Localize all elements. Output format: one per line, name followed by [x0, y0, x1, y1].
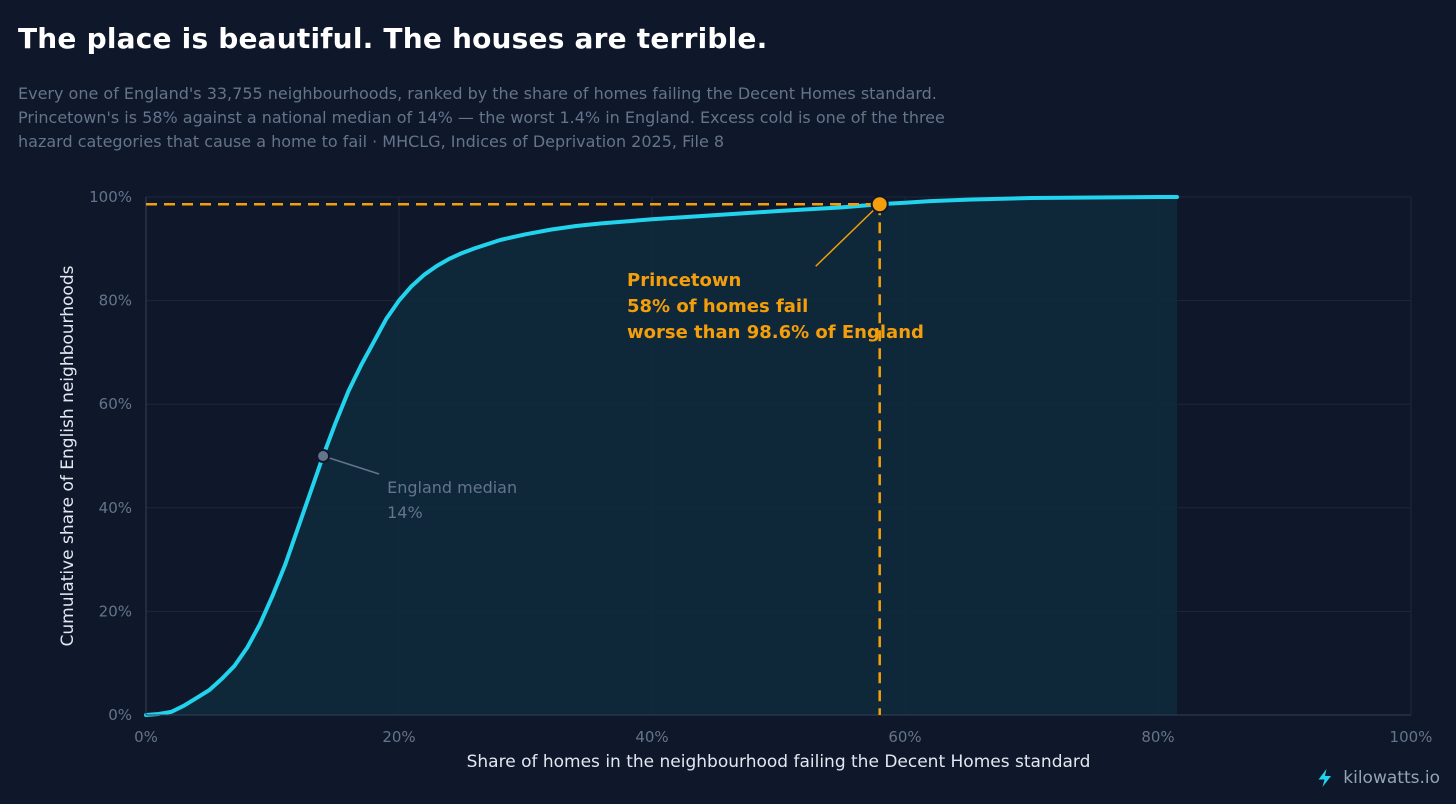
chart-subtitle: Every one of England's 33,755 neighbourh…: [18, 84, 945, 151]
y-tick-label: 0%: [108, 706, 132, 724]
chart-title: The place is beautiful. The houses are t…: [18, 22, 768, 55]
median-label: 14%: [387, 503, 423, 522]
median-marker: [316, 449, 331, 463]
princetown-label: worse than 98.6% of England: [627, 322, 924, 343]
x-tick-label: 60%: [888, 728, 921, 746]
princetown-leader-line: [815, 203, 881, 267]
y-tick-label: 100%: [89, 188, 132, 206]
y-tick-label: 60%: [99, 395, 132, 413]
brand[interactable]: kilowatts.io: [1315, 768, 1440, 788]
princetown-label: 58% of homes fail: [627, 296, 808, 317]
x-tick-label: 100%: [1390, 728, 1433, 746]
x-axis-title: Share of homes in the neighbourhood fail…: [467, 752, 1091, 772]
x-tick-label: 80%: [1141, 728, 1174, 746]
brand-name: kilowatts.io: [1343, 768, 1440, 788]
princetown-marker: [870, 195, 889, 214]
median-leader-line: [322, 455, 380, 475]
princetown-label: Princetown: [627, 270, 741, 291]
y-axis-title: Cumulative share of English neighbourhoo…: [58, 265, 78, 646]
y-tick-label: 40%: [99, 499, 132, 517]
median-label: England median: [387, 478, 517, 497]
y-tick-label: 80%: [99, 292, 132, 310]
area-under-curve: [146, 197, 1177, 715]
x-tick-label: 0%: [134, 728, 158, 746]
annotations: England median 14% Princetown 58% of homes …: [146, 195, 924, 715]
axes: 0% 20% 40% 60% 80% 100% 0% 20% 40% 60% 80% 100% Shar…: [58, 188, 1432, 772]
x-tick-label: 20%: [382, 728, 415, 746]
x-tick-label: 40%: [635, 728, 668, 746]
lightning-bolt-icon: [1318, 769, 1332, 787]
y-tick-label: 20%: [99, 602, 132, 620]
